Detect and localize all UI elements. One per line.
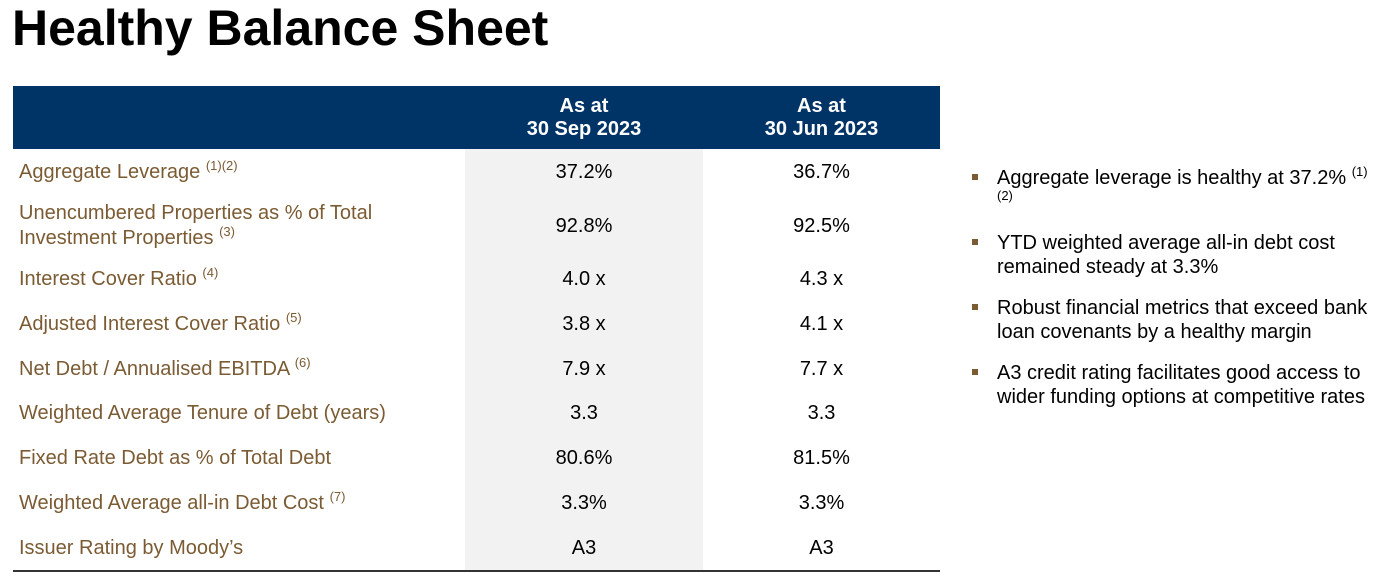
row-label: Aggregate Leverage (1)(2) xyxy=(19,157,238,183)
value-sep-2023: A3 xyxy=(571,536,597,559)
table-row: Net Debt / Annualised EBITDA (6) 7.9 x 7… xyxy=(13,347,940,391)
value-sep-2023: 80.6% xyxy=(555,447,613,469)
column-header-line2: 30 Sep 2023 xyxy=(526,117,642,140)
column-header-jun-2023: As at 30 Jun 2023 xyxy=(703,86,940,149)
square-bullet-icon xyxy=(972,304,978,310)
value-jun-2023: 92.5% xyxy=(793,214,850,237)
value-jun-2023: 81.5% xyxy=(793,447,850,469)
table-row: Weighted Average Tenure of Debt (years) … xyxy=(13,391,940,436)
table-row: Interest Cover Ratio (4) 4.0 x 4.3 x xyxy=(13,257,940,302)
list-item: Aggregate leverage is healthy at 37.2% (… xyxy=(970,164,1370,214)
footnote-ref: (4) xyxy=(202,265,219,280)
table-row: Aggregate Leverage (1)(2) 37.2% 36.7% xyxy=(13,149,940,195)
square-bullet-icon xyxy=(972,369,978,375)
row-label: Fixed Rate Debt as % of Total Debt xyxy=(19,447,332,469)
square-bullet-icon xyxy=(972,174,978,180)
column-header-line1: As at xyxy=(797,94,846,117)
row-label: Unencumbered Properties as % of Total Inv… xyxy=(19,202,373,249)
page-title: Healthy Balance Sheet xyxy=(12,0,549,56)
footnote-ref: (3) xyxy=(219,224,235,239)
column-header-line2: 30 Jun 2023 xyxy=(764,117,879,140)
row-label: Weighted Average Tenure of Debt (years) xyxy=(19,402,386,424)
value-jun-2023: 3.3 xyxy=(807,402,836,424)
square-bullet-icon xyxy=(972,239,978,245)
value-sep-2023: 37.2% xyxy=(555,160,613,183)
list-item: A3 credit rating facilitates good access… xyxy=(970,361,1370,409)
value-jun-2023: 4.1 x xyxy=(799,313,844,335)
value-sep-2023: 4.0 x xyxy=(562,268,606,290)
list-item: YTD weighted average all-in debt cost re… xyxy=(970,231,1370,279)
list-item: Robust financial metrics that exceed ban… xyxy=(970,296,1370,344)
table-row: Fixed Rate Debt as % of Total Debt 80.6%… xyxy=(13,436,940,481)
value-sep-2023: 92.8% xyxy=(555,214,613,237)
footnote-ref: (5) xyxy=(285,310,302,325)
balance-sheet-table: As at 30 Sep 2023 As at 30 Jun 2023 Aggr… xyxy=(13,86,940,572)
row-label: Issuer Rating by Moody’s xyxy=(19,536,244,559)
footnote-ref: (1)(2) xyxy=(205,157,238,173)
column-header-line1: As at xyxy=(559,94,609,117)
row-label: Weighted Average all-in Debt Cost (7) xyxy=(19,489,346,514)
table-row: Weighted Average all-in Debt Cost (7) 3.… xyxy=(13,481,940,526)
value-jun-2023: 36.7% xyxy=(793,160,850,183)
row-label: Interest Cover Ratio (4) xyxy=(19,265,219,290)
row-label: Adjusted Interest Cover Ratio (5) xyxy=(19,310,302,335)
value-jun-2023: A3 xyxy=(809,536,834,559)
table-row: Unencumbered Properties as % of Total Inv… xyxy=(13,195,940,257)
footnote-ref: (1)(2) xyxy=(997,164,1368,203)
value-sep-2023: 3.3 xyxy=(570,402,598,424)
table-body: Aggregate Leverage (1)(2) 37.2% 36.7% Un… xyxy=(13,149,940,572)
table-row: Issuer Rating by Moody’s A3 A3 xyxy=(13,526,940,570)
value-jun-2023: 7.7 x xyxy=(799,357,844,380)
row-label: Net Debt / Annualised EBITDA (6) xyxy=(19,354,311,380)
column-header-sep-2023: As at 30 Sep 2023 xyxy=(465,86,703,149)
table-bottom-rule xyxy=(13,570,940,572)
value-jun-2023: 3.3% xyxy=(798,492,845,514)
footnote-ref: (6) xyxy=(294,354,311,370)
table-header: As at 30 Sep 2023 As at 30 Jun 2023 xyxy=(13,86,940,149)
current-column-shading xyxy=(465,149,703,570)
footnote-ref: (7) xyxy=(329,489,346,504)
value-jun-2023: 4.3 x xyxy=(799,268,844,290)
table-row: Adjusted Interest Cover Ratio (5) 3.8 x … xyxy=(13,302,940,347)
value-sep-2023: 3.3% xyxy=(561,492,607,514)
value-sep-2023: 3.8 x xyxy=(562,313,606,335)
value-sep-2023: 7.9 x xyxy=(562,357,606,380)
key-highlights-list: Aggregate leverage is healthy at 37.2% (… xyxy=(970,164,1370,426)
